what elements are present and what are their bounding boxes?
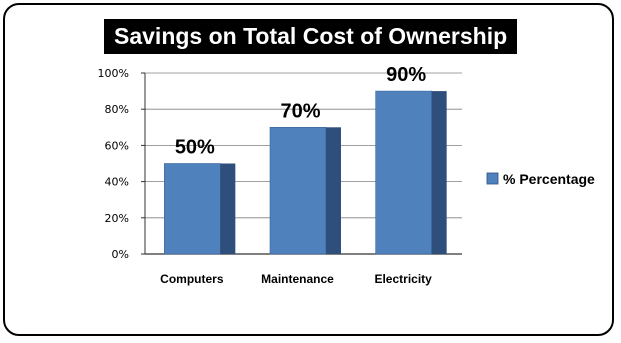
bars — [164, 90, 447, 255]
y-tick-label: 100% — [98, 67, 129, 80]
bar-computers — [164, 163, 221, 255]
x-tick-label: Maintenance — [261, 272, 334, 286]
legend-label: % Percentage — [503, 171, 595, 187]
y-tick-label: 0% — [112, 248, 129, 261]
chart-title: Savings on Total Cost of Ownership — [104, 19, 518, 54]
y-tick-label: 60% — [105, 139, 129, 152]
data-label: 90% — [386, 64, 426, 86]
data-label: 70% — [280, 100, 320, 122]
x-axis-labels: Computers Maintenance Electricity — [160, 272, 432, 286]
y-tick-label: 40% — [105, 176, 129, 189]
x-tick-label: Electricity — [374, 272, 432, 286]
data-label: 50% — [175, 137, 215, 159]
bar-electricity — [375, 90, 432, 255]
y-tick-label: 20% — [105, 212, 129, 225]
x-tick-label: Computers — [160, 272, 224, 286]
data-labels: 50% 70% 90% — [175, 64, 427, 158]
legend-swatch — [486, 172, 499, 185]
bar-side-electricity — [431, 91, 447, 254]
bar-maintenance — [269, 127, 327, 255]
y-axis-ticks: 0% 20% 40% 60% 80% 100% — [98, 67, 145, 261]
bar-side-computers — [220, 163, 236, 254]
bar-side-maintenance — [326, 127, 341, 254]
y-tick-label: 80% — [105, 103, 129, 116]
legend: % Percentage — [486, 171, 595, 187]
